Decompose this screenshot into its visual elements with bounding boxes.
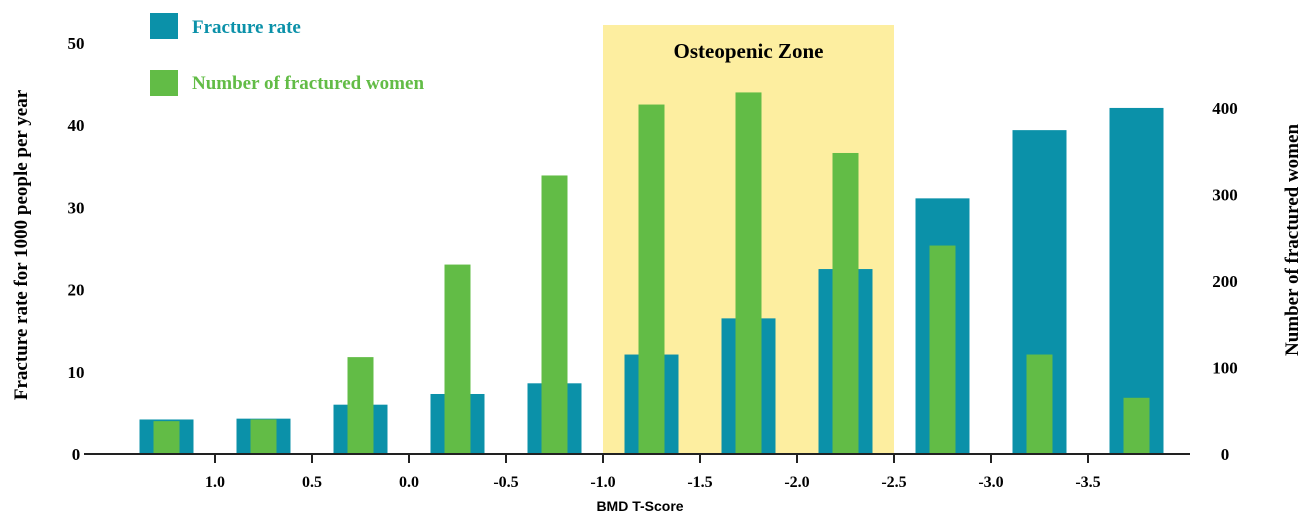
legend-swatch-fracture-rate xyxy=(150,13,178,39)
zone-label: Osteopenic Zone xyxy=(674,39,824,63)
x-tick-label: -3.5 xyxy=(1075,474,1100,491)
fractured-women-bar xyxy=(1026,354,1053,454)
fractured-women-bar xyxy=(735,92,762,455)
fractured-women-bar xyxy=(638,104,665,454)
y-axis-left-label: Fracture rate for 1000 people per year xyxy=(11,89,32,400)
fractured-women-bar xyxy=(444,264,471,454)
right-tick-label: 200 xyxy=(1212,272,1238,291)
legend: Fracture rate Number of fractured women xyxy=(150,13,424,96)
x-tick-label: -2.0 xyxy=(784,474,809,491)
x-tick-label: 1.0 xyxy=(205,474,225,491)
x-axis-label: BMD T-Score xyxy=(596,498,683,514)
y-axis-right-label: Number of fractured women xyxy=(1282,124,1303,356)
fractured-women-bar xyxy=(541,175,568,454)
x-tick-label: -2.5 xyxy=(881,474,906,491)
x-tick-label: -1.0 xyxy=(590,474,615,491)
left-tick-label: 0 xyxy=(72,445,81,464)
legend-swatch-fractured-women xyxy=(150,70,178,96)
fractured-women-bar xyxy=(832,152,859,455)
left-tick-label: 40 xyxy=(68,116,85,135)
fractured-women-bar xyxy=(929,245,956,454)
right-tick-label: 400 xyxy=(1212,99,1238,118)
legend-label-fractured-women: Number of fractured women xyxy=(192,73,424,94)
x-ticks: 1.0 0.5 0.0 -0.5 -1.0 -1.5 -2.0 -2.5 -3.0 -3.5 xyxy=(205,454,1101,491)
x-tick-label: -0.5 xyxy=(493,474,518,491)
right-y-ticks: 0 100 200 300 400 xyxy=(1212,99,1238,464)
x-tick-label: -1.5 xyxy=(687,474,712,491)
left-tick-label: 30 xyxy=(68,198,85,217)
legend-label-fracture-rate: Fracture rate xyxy=(192,17,301,38)
left-tick-label: 50 xyxy=(68,34,85,53)
right-tick-label: 300 xyxy=(1212,186,1238,205)
x-tick-label: -3.0 xyxy=(978,474,1003,491)
left-y-ticks: 0 10 20 30 40 50 xyxy=(68,34,85,464)
fracture-rate-bar xyxy=(1109,107,1164,455)
fractured-women-bars xyxy=(153,92,1150,455)
fractured-women-bar xyxy=(1123,397,1150,454)
x-tick-label: 0.0 xyxy=(399,474,419,491)
left-tick-label: 10 xyxy=(68,363,85,382)
fractured-women-bar xyxy=(153,421,180,454)
right-tick-label: 0 xyxy=(1221,445,1230,464)
x-tick-label: 0.5 xyxy=(302,474,322,491)
left-tick-label: 20 xyxy=(68,281,85,300)
right-tick-label: 100 xyxy=(1212,359,1238,378)
fractured-women-bar xyxy=(347,357,374,454)
fractured-women-bar xyxy=(250,419,277,454)
